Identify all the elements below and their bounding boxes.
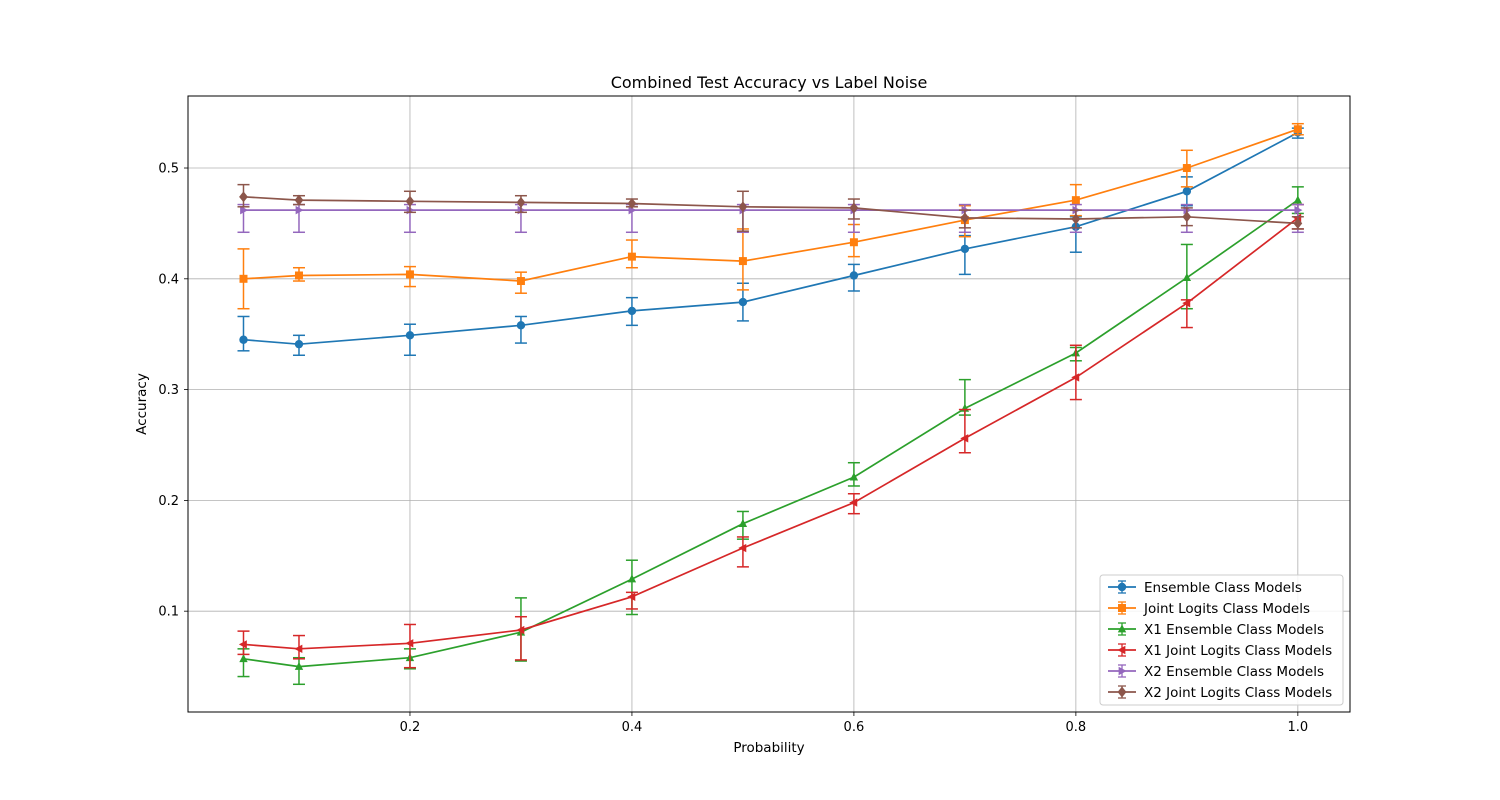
data-point [239,274,248,283]
y-axis: 0.1 0.2 0.3 0.4 0.5 [158,162,188,620]
data-point [849,271,859,280]
data-point [294,194,304,206]
legend-label: Ensemble Class Models [1144,580,1302,596]
data-point [516,277,525,286]
x-tick-label: 0.8 [1066,720,1087,735]
data-point [960,212,970,224]
y-tick-label: 0.5 [158,162,179,177]
data-point [516,625,525,635]
data-point [1182,187,1192,196]
series-line [243,131,1299,346]
data-point [516,321,526,330]
series-1 [237,127,1304,357]
data-point [960,434,969,443]
data-point [294,644,303,654]
legend-item: X2 Joint Logits Class Models [1108,685,1332,701]
x-tick-label: 0.2 [400,720,421,735]
data-point [239,191,248,203]
chart-title: Combined Test Accuracy vs Label Noise [611,73,928,92]
series-group [237,122,1304,686]
data-point [405,331,415,340]
data-point [960,244,970,254]
series-line [243,128,1299,282]
legend-marker [1117,645,1126,655]
legend-label: X2 Joint Logits Class Models [1144,685,1332,701]
series-3 [237,186,1304,686]
data-point [849,202,859,214]
data-point [627,592,636,601]
x-tick-label: 0.6 [844,720,865,735]
data-point [239,654,248,663]
data-point [738,257,747,266]
legend: Ensemble Class Models Joint Logits Class … [1099,574,1344,706]
data-point [1293,195,1303,204]
data-point [294,271,303,280]
data-point [1293,125,1302,134]
legend-label: Joint Logits Class Models [1143,601,1310,617]
data-point [627,306,637,316]
data-point [627,252,636,261]
data-point [1293,217,1303,229]
data-point [1182,164,1191,173]
data-point [239,335,248,344]
data-point [627,574,637,583]
legend-marker [1117,582,1127,592]
legend-item: X1 Ensemble Class Models [1108,622,1324,638]
data-point [849,498,858,507]
data-point [294,661,304,670]
legend-label: X2 Ensemble Class Models [1144,664,1324,680]
data-point [1182,298,1191,308]
x-tick-label: 1.0 [1287,720,1308,735]
x-axis: 0.2 0.4 0.6 0.8 1.0 [400,712,1308,735]
legend-marker [1117,686,1127,698]
data-point [405,270,414,279]
data-point [849,238,858,247]
data-point [516,196,526,208]
y-tick-label: 0.2 [158,494,179,509]
data-point [738,519,748,528]
x-axis-label: Probability [733,740,804,756]
data-point [627,198,637,209]
legend-marker [1118,604,1126,612]
legend-item: Joint Logits Class Models [1108,601,1310,617]
data-point [1071,373,1080,382]
y-tick-label: 0.4 [158,272,179,287]
x-tick-label: 0.4 [622,720,643,735]
legend-label: X1 Joint Logits Class Models [1144,643,1332,659]
data-point [240,205,249,215]
data-point [405,195,415,207]
data-point [1182,273,1192,282]
legend-item: Ensemble Class Models [1108,580,1302,596]
legend-marker [1118,666,1127,676]
data-point [1071,213,1081,225]
y-tick-label: 0.1 [158,605,179,620]
legend-item: X1 Joint Logits Class Models [1108,643,1332,659]
data-point [294,339,304,349]
series-6 [237,183,1304,232]
legend-marker [1117,624,1127,633]
legend-box [1099,574,1344,706]
data-point [405,639,414,648]
data-point [295,205,304,215]
y-tick-label: 0.3 [158,383,179,398]
data-point [738,543,747,553]
plot-frame [187,95,1351,713]
y-axis-label: Accuracy [134,373,150,435]
data-point [238,640,247,649]
data-point [738,201,748,213]
data-point [1182,211,1192,223]
data-point [1071,196,1080,205]
data-point [738,297,748,307]
data-point [628,205,637,215]
series-2 [237,122,1304,310]
data-point [849,472,859,481]
legend-label: X1 Ensemble Class Models [1144,622,1324,638]
legend-item: X2 Ensemble Class Models [1108,664,1324,680]
data-point [1294,205,1303,215]
